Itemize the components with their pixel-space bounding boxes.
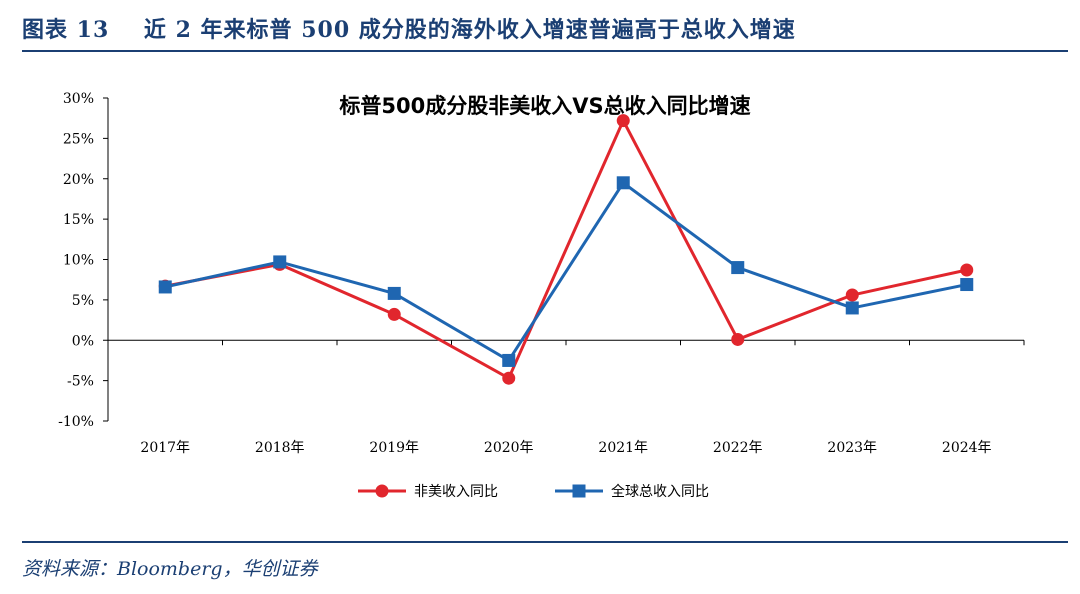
series-group xyxy=(158,114,974,385)
y-tick-label: 30% xyxy=(63,91,94,107)
header-divider xyxy=(22,50,1068,52)
footer-divider xyxy=(22,541,1068,543)
x-tick-label: 2021年 xyxy=(598,440,648,456)
axes: -10% -5% 0% 5% 10% 15% 20% 25% 30% 2017年 2018年 2019… xyxy=(58,91,1025,456)
y-tick-label: -10% xyxy=(58,414,94,430)
series-1-point xyxy=(502,371,516,385)
legend-label: 全球总收入同比 xyxy=(611,483,709,500)
y-tick-label: 20% xyxy=(63,172,94,188)
figure-header: 图表 13 近 2 年来标普 500 成分股的海外收入增速普遍高于总收入增速 xyxy=(22,8,1068,50)
x-tick-label: 2023年 xyxy=(827,440,877,456)
x-tick-label: 2020年 xyxy=(484,440,534,456)
y-tick-label: 5% xyxy=(72,293,94,309)
y-tick-label: 0% xyxy=(72,333,94,349)
y-tick-label: -5% xyxy=(67,374,94,390)
x-tick-label: 2018年 xyxy=(255,440,305,456)
legend: 非美收入同比 全球总收入同比 xyxy=(358,483,709,500)
y-tick-label: 15% xyxy=(63,212,94,228)
legend-marker xyxy=(375,484,389,498)
figure-label: 图表 13 xyxy=(22,17,110,43)
series-2-point xyxy=(158,280,172,294)
figure-title-text: 近 2 年来标普 500 成分股的海外收入增速普遍高于总收入增速 xyxy=(143,17,796,43)
x-tick-label: 2022年 xyxy=(713,440,763,456)
line-chart: 标普500成分股非美收入VS总收入同比增速 -10% -5% 0% 5% 10% 15% 2… xyxy=(58,91,1025,500)
legend-label: 非美收入同比 xyxy=(414,484,498,500)
series-2-point xyxy=(960,278,974,292)
series-2-point xyxy=(731,261,745,275)
series-2-point xyxy=(845,301,859,315)
series-2-point xyxy=(616,176,630,190)
x-tick-label: 2017年 xyxy=(140,440,190,456)
series-1-point xyxy=(616,114,630,128)
series-1-point xyxy=(845,288,859,302)
series-1-point xyxy=(387,307,401,321)
y-tick-label: 25% xyxy=(63,131,94,147)
series-2-point xyxy=(387,286,401,300)
series-1-point xyxy=(960,263,974,277)
y-tick-label: 10% xyxy=(63,253,94,269)
x-tick-label: 2024年 xyxy=(942,440,992,456)
series-2-point xyxy=(273,255,287,269)
figure-title: 图表 13 近 2 年来标普 500 成分股的海外收入增速普遍高于总收入增速 xyxy=(22,12,796,44)
series-1-point xyxy=(731,332,745,346)
legend-marker xyxy=(572,484,586,498)
series-line-2 xyxy=(164,181,968,362)
source-note: 资料来源：Bloomberg，华创证券 xyxy=(22,558,318,580)
series-2-point xyxy=(502,353,516,367)
x-tick-label: 2019年 xyxy=(369,440,419,456)
chart-title: 标普500成分股非美收入VS总收入同比增速 xyxy=(339,94,750,118)
series-line-1 xyxy=(164,119,968,380)
